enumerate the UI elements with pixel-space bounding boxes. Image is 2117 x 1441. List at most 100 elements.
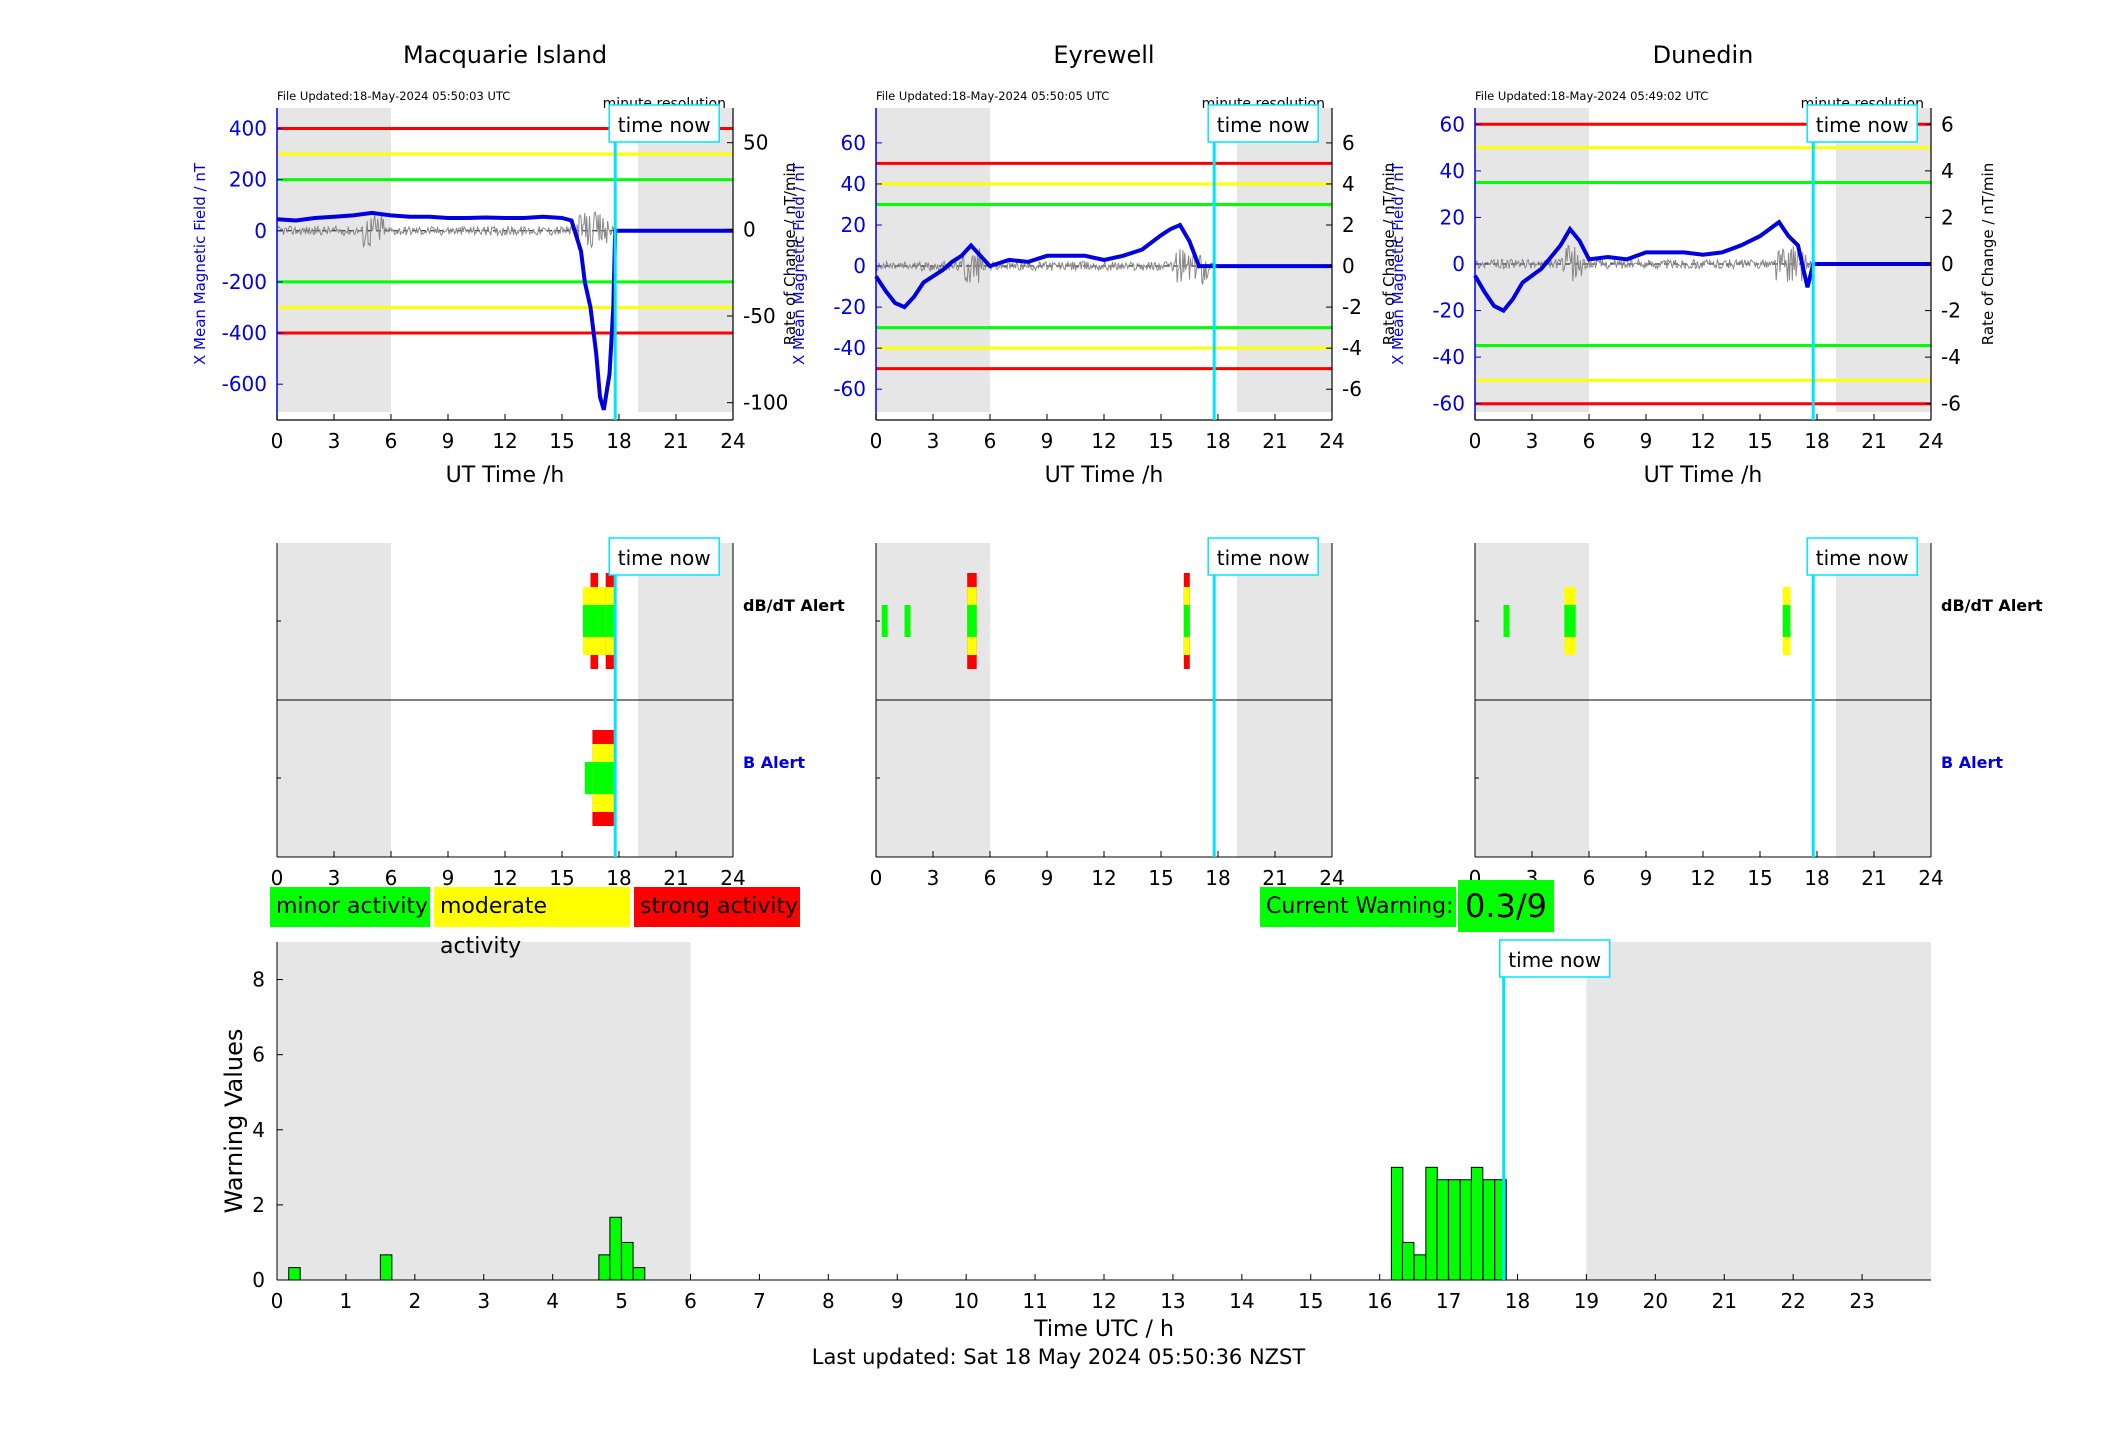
- right-tick-label: -2: [1342, 295, 1362, 319]
- x-tick-label: 15: [1298, 1289, 1323, 1313]
- x-tick-label: 19: [1574, 1289, 1599, 1313]
- x-axis-label: UT Time /h: [1644, 463, 1763, 488]
- x-tick-label: 0: [271, 429, 284, 453]
- x-tick-label: 18: [1804, 429, 1829, 453]
- right-tick-label: 0: [743, 217, 756, 241]
- x-tick-label: 18: [1205, 429, 1230, 453]
- current-warning-text: Current Warning:: [1266, 894, 1454, 919]
- warning-bar: [379, 1254, 393, 1281]
- legend-strong-label: strong activity: [640, 894, 799, 919]
- alert-block-green: [1564, 605, 1576, 637]
- alert-label-b: B Alert: [1941, 753, 2003, 772]
- legend-minor-activity: minor activity: [270, 887, 430, 927]
- file-updated-text: File Updated:18-May-2024 05:49:02 UTC: [1475, 89, 1708, 103]
- right-axis-label: Rate of Change / nT/min: [1380, 163, 1398, 345]
- alert-block-green: [605, 605, 616, 637]
- x-tick-label: 21: [1262, 866, 1287, 890]
- station-title: Dunedin: [1653, 41, 1754, 69]
- time-now-box: [1498, 939, 1611, 978]
- night-shading: [277, 942, 691, 1280]
- time-now-box: [1806, 104, 1918, 143]
- x-tick-label: 12: [1091, 1289, 1116, 1313]
- x-tick-label: 24: [1319, 866, 1344, 890]
- x-tick-label: 12: [1091, 866, 1116, 890]
- x-tick-label: 12: [1690, 429, 1715, 453]
- time-now-label: time now: [1816, 546, 1909, 570]
- left-tick-label: -400: [222, 321, 267, 345]
- x-tick-label: 11: [1022, 1289, 1047, 1313]
- x-tick-label: 20: [1643, 1289, 1668, 1313]
- x-tick-label: 21: [663, 429, 688, 453]
- y-tick-label: 0: [252, 1268, 265, 1292]
- x-tick-label: 6: [984, 429, 997, 453]
- legend-minor-label: minor activity: [276, 894, 429, 919]
- x-tick-label: 6: [1583, 429, 1596, 453]
- x-tick-label: 9: [891, 1289, 904, 1313]
- y-tick-label: 6: [252, 1043, 265, 1067]
- time-now-label: time now: [1508, 948, 1601, 972]
- right-tick-label: 4: [1342, 172, 1355, 196]
- x-tick-label: 21: [1861, 429, 1886, 453]
- right-tick-label: -6: [1342, 377, 1362, 401]
- right-tick-label: -4: [1342, 336, 1362, 360]
- station-title: Eyrewell: [1053, 41, 1154, 69]
- warning-bar: [1482, 1179, 1496, 1281]
- x-tick-label: 12: [492, 866, 517, 890]
- y-tick-label: 4: [252, 1118, 265, 1142]
- right-tick-label: 2: [1342, 213, 1355, 237]
- x-tick-label: 21: [1262, 429, 1287, 453]
- alert-block-green: [1782, 605, 1791, 637]
- alert-block-green: [967, 605, 977, 637]
- left-tick-label: -20: [1432, 299, 1465, 323]
- legend-strong-activity: strong activity: [634, 887, 800, 927]
- warning-bar: [621, 1241, 634, 1281]
- time-now-box: [1207, 104, 1319, 143]
- left-axis-label: X Mean Magnetic Field / nT: [1389, 162, 1407, 365]
- alert-block-green: [598, 605, 606, 637]
- time-now-box: [608, 537, 720, 576]
- left-tick-label: 200: [229, 168, 267, 192]
- x-tick-label: 9: [1640, 866, 1653, 890]
- night-shading: [277, 108, 391, 412]
- time-now-label: time now: [618, 546, 711, 570]
- left-axis-label: X Mean Magnetic Field / nT: [191, 162, 209, 365]
- x-axis-label: Time UTC / h: [1033, 1317, 1174, 1342]
- right-tick-label: -2: [1941, 299, 1961, 323]
- x-tick-label: 3: [1526, 429, 1539, 453]
- x-tick-label: 15: [549, 429, 574, 453]
- night-shading: [1836, 108, 1931, 412]
- time-now-label: time now: [1816, 113, 1909, 137]
- field-series-line: [276, 210, 733, 411]
- time-now-box: [1806, 537, 1918, 576]
- night-shading: [1237, 108, 1332, 412]
- right-tick-label: 6: [1941, 112, 1954, 136]
- right-tick-label: -100: [743, 391, 788, 415]
- x-tick-label: 0: [870, 429, 883, 453]
- left-tick-label: 40: [1440, 159, 1465, 183]
- x-tick-label: 3: [927, 866, 940, 890]
- x-tick-label: 1: [340, 1289, 353, 1313]
- left-axis-label: X Mean Magnetic Field / nT: [790, 162, 808, 365]
- left-tick-label: -20: [833, 295, 866, 319]
- warning-bar: [1390, 1166, 1404, 1281]
- alert-block-green: [582, 605, 591, 637]
- station-title: Macquarie Island: [403, 41, 607, 69]
- x-tick-label: 9: [442, 429, 455, 453]
- x-tick-label: 9: [1640, 429, 1653, 453]
- x-tick-label: 9: [1041, 866, 1054, 890]
- left-tick-label: 60: [841, 131, 866, 155]
- right-tick-label: 50: [743, 131, 768, 155]
- right-tick-label: 0: [1342, 254, 1355, 278]
- file-updated-text: File Updated:18-May-2024 05:50:03 UTC: [277, 89, 510, 103]
- right-axis-label: Rate of Change / nT/min: [781, 163, 799, 345]
- left-tick-label: 40: [841, 172, 866, 196]
- x-tick-label: 24: [720, 429, 745, 453]
- y-tick-label: 8: [252, 968, 265, 992]
- x-tick-label: 21: [663, 866, 688, 890]
- rate-of-change-trace: [875, 248, 1214, 285]
- last-updated: Last updated: Sat 18 May 2024 05:50:36 N…: [811, 1345, 1306, 1369]
- x-tick-label: 5: [615, 1289, 628, 1313]
- left-tick-label: -60: [1432, 392, 1465, 416]
- alert-label-b: B Alert: [743, 753, 805, 772]
